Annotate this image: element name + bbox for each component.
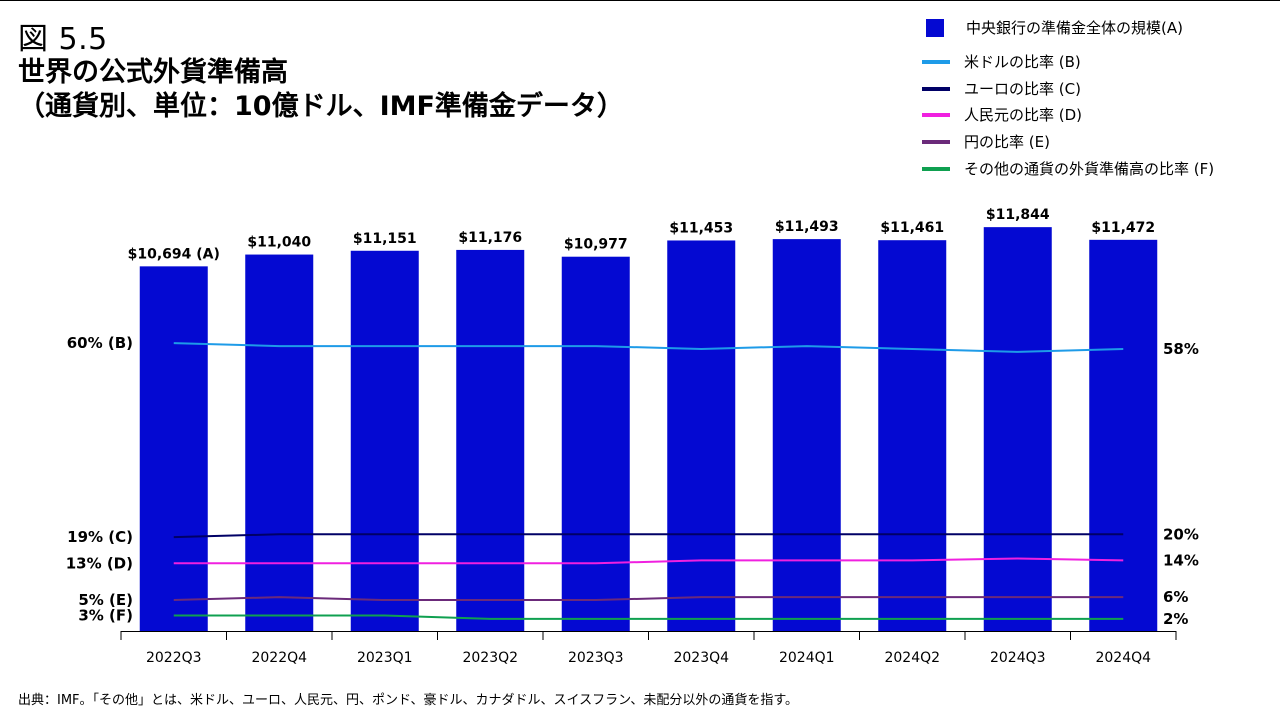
bar-value-label-2024Q1: $11,493 [775, 219, 839, 235]
legend-label-eur: ユーロの比率 (C) [964, 80, 1081, 98]
legend-item-cny: 人民元の比率 (D) [922, 104, 1082, 126]
x-tick-label-2024Q4: 2024Q4 [1095, 650, 1151, 666]
line-series-eur [173, 533, 1124, 539]
end-label-jpy: 6% [1163, 588, 1188, 606]
bar-value-label-2023Q2: $11,176 [458, 230, 522, 246]
bar-2022Q4 [245, 254, 314, 632]
legend-item-eur: ユーロの比率 (C) [922, 78, 1081, 100]
line-series-usd [173, 342, 1124, 353]
x-tick-label-2024Q3: 2024Q3 [990, 650, 1046, 666]
legend-swatch-bar [926, 19, 944, 37]
start-label-jpy: 5% (E) [78, 591, 133, 609]
legend-item-bar: 中央銀行の準備金全体の規模(A) [922, 17, 1183, 39]
x-tick-label-2023Q4: 2023Q4 [673, 650, 729, 666]
start-label-cny: 13% (D) [66, 554, 133, 572]
x-tick-label-2024Q1: 2024Q1 [779, 650, 835, 666]
bar-2023Q2 [456, 249, 525, 631]
bar-2024Q3 [983, 227, 1052, 631]
x-tick-label-2023Q1: 2023Q1 [357, 650, 413, 666]
x-tick-label-2022Q4: 2022Q4 [251, 650, 307, 666]
bar-value-label-2022Q4: $11,040 [247, 235, 311, 251]
legend-swatch-eur [922, 87, 950, 91]
bar-2023Q1 [350, 250, 419, 632]
legend-swatch-jpy [922, 140, 950, 144]
line-series-cny [173, 557, 1124, 565]
end-label-usd: 58% [1163, 340, 1199, 358]
legend-label-bar: 中央銀行の準備金全体の規模(A) [966, 19, 1183, 37]
source-note: 出典：IMF。「その他」とは、米ドル、ユーロ、人民元、円、ポンド、豪ドル、カナダ… [18, 693, 799, 708]
end-label-other: 2% [1163, 610, 1188, 628]
bars-group [139, 227, 1158, 632]
top-rule [0, 0, 1280, 1]
legend-item-usd: 米ドルの比率 (B) [922, 51, 1081, 73]
chart-title-line1: 世界の公式外貨準備高 [18, 57, 288, 88]
legend-swatch-usd [922, 60, 950, 64]
legend-swatch-cny [922, 113, 950, 117]
bar-value-label-2024Q2: $11,461 [880, 220, 944, 236]
line-series-jpy [173, 596, 1124, 602]
legend-item-jpy: 円の比率 (E) [922, 131, 1050, 153]
labels-group: $10,694 (A) $11,040 $11,151 $11,176 $10,977 $… [66, 207, 1199, 628]
x-tick-label-2023Q3: 2023Q3 [568, 650, 624, 666]
legend-label-cny: 人民元の比率 (D) [964, 106, 1083, 124]
bar-value-label-2023Q4: $11,453 [669, 220, 733, 236]
end-label-cny: 14% [1163, 551, 1199, 569]
chart-title-line2: （通貨別、単位：10億ドル、IMF準備金データ） [18, 91, 624, 122]
bar-2022Q3 [139, 266, 208, 631]
bar-value-label-2024Q3: $11,844 [986, 207, 1050, 223]
figure-label: 図 5.5 [18, 22, 108, 57]
legend-label-jpy: 円の比率 (E) [964, 133, 1050, 151]
start-label-usd: 60% (B) [67, 334, 133, 352]
bar-2024Q2 [878, 240, 947, 632]
bar-2024Q1 [772, 239, 841, 631]
legend-label-other: その他の通貨の外貨準備高の比率 (F) [964, 160, 1215, 178]
bar-value-label-2023Q1: $11,151 [353, 231, 417, 247]
bar-value-label-2023Q3: $10,977 [564, 237, 628, 253]
bar-2023Q3 [561, 256, 630, 631]
legend-item-other: その他の通貨の外貨準備高の比率 (F) [922, 158, 1214, 180]
bar-2024Q4 [1089, 239, 1158, 631]
end-label-eur: 20% [1163, 525, 1199, 543]
legend-swatch-other [922, 167, 950, 171]
bar-2023Q4 [667, 240, 736, 631]
legend-label-usd: 米ドルの比率 (B) [964, 53, 1081, 71]
x-axis: 2022Q3 2022Q4 2023Q1 2023Q2 2023Q3 2023Q4 2024… [120, 631, 1177, 666]
bar-value-label-2022Q3: $10,694 (A) [128, 246, 220, 262]
x-tick-label-2022Q3: 2022Q3 [146, 650, 202, 666]
chart-title: 世界の公式外貨準備高 （通貨別、単位：10億ドル、IMF準備金データ） [18, 56, 624, 124]
start-label-other: 3% (F) [78, 607, 133, 625]
start-label-eur: 19% (C) [67, 528, 133, 546]
bar-value-label-2024Q4: $11,472 [1091, 220, 1155, 236]
lines-group [173, 342, 1124, 620]
x-tick-label-2024Q2: 2024Q2 [884, 650, 940, 666]
line-series-other [173, 614, 1124, 620]
x-tick-label-2023Q2: 2023Q2 [462, 650, 518, 666]
